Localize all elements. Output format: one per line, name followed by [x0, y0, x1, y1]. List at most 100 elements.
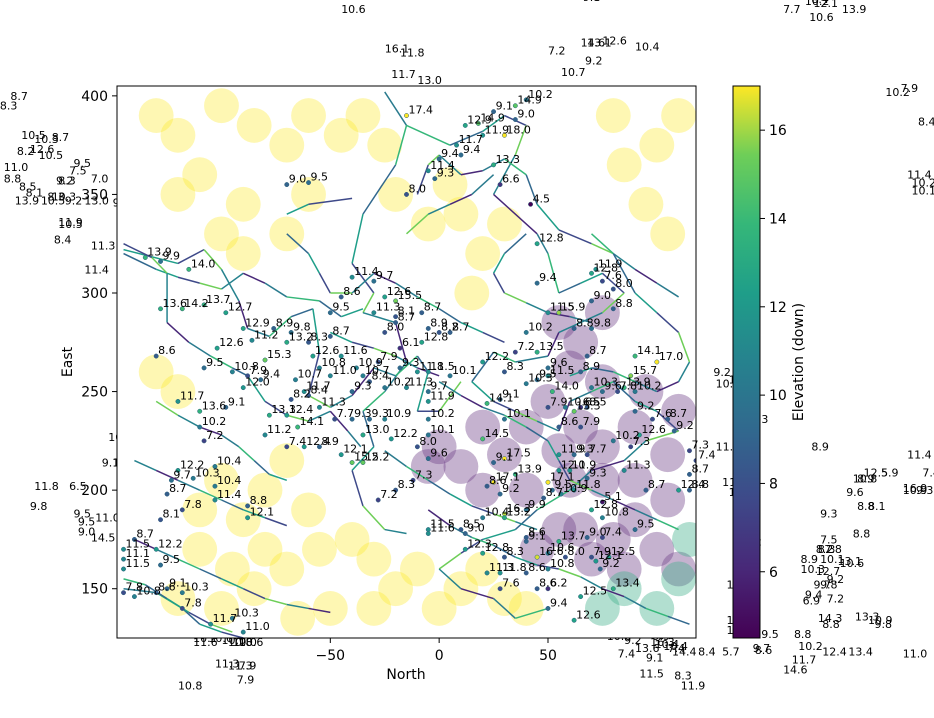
- node-label: 10.7: [297, 368, 322, 381]
- node-label: 12.2: [158, 537, 183, 550]
- overflow-label: 14.4: [672, 646, 697, 659]
- edge: [406, 124, 451, 146]
- edge: [188, 611, 211, 625]
- edge: [166, 322, 190, 343]
- zone-high: [182, 492, 218, 528]
- edge: [134, 459, 157, 472]
- overflow-label: 12.1: [814, 0, 839, 10]
- edge: [308, 394, 331, 409]
- edge: [232, 367, 248, 377]
- node-point: [545, 404, 551, 410]
- overflow-label: 7.4: [618, 648, 636, 661]
- node-point: [523, 329, 529, 335]
- overflow-label: 10.6: [840, 557, 865, 570]
- node-label: 14.5: [485, 427, 510, 440]
- edge: [220, 268, 240, 302]
- node-point: [212, 464, 218, 469]
- edge: [525, 302, 549, 314]
- edge: [347, 430, 362, 448]
- node-label: 9.9: [163, 249, 181, 262]
- edge: [384, 450, 407, 468]
- node-point: [606, 554, 612, 560]
- node-label: 13.4: [615, 577, 640, 590]
- node-point: [484, 483, 490, 489]
- zone-high: [399, 551, 435, 587]
- node-label: 8.6: [561, 415, 579, 428]
- edge: [514, 125, 527, 156]
- overflow-label: 11.7: [391, 68, 416, 81]
- overflow-label: 8.1: [26, 186, 44, 199]
- edge: [199, 568, 222, 580]
- node-point: [534, 241, 540, 247]
- node-label: 10.4: [485, 506, 510, 519]
- edge: [416, 371, 429, 412]
- node-point: [628, 444, 634, 450]
- node-label: 9.3: [371, 407, 389, 420]
- node-label: 18.0: [506, 123, 531, 136]
- node-label: 12.1: [343, 443, 368, 456]
- edge: [591, 459, 625, 472]
- node-point: [316, 444, 322, 450]
- node-point: [186, 266, 192, 272]
- zone-high: [378, 177, 414, 212]
- node-point: [288, 397, 294, 402]
- zone-high: [204, 591, 239, 626]
- overflow-label: 10.1: [820, 553, 845, 566]
- node-label: 12.8: [594, 498, 619, 511]
- overflow-label: 11.0: [4, 161, 29, 174]
- edge: [634, 400, 658, 412]
- node-point: [425, 531, 431, 536]
- node-label: 6.1: [402, 336, 420, 349]
- node-label: 11.7: [459, 133, 484, 146]
- edge: [221, 434, 240, 448]
- network-edges: [123, 91, 691, 638]
- node-label: 7.8: [620, 380, 638, 393]
- node-point: [327, 333, 333, 339]
- edge: [384, 361, 408, 393]
- node-label: 11.0: [332, 364, 357, 377]
- node-point: [382, 416, 388, 422]
- node-label: 15.2: [354, 451, 379, 464]
- node-point: [454, 142, 460, 148]
- node-point: [687, 471, 692, 477]
- node-point: [632, 408, 638, 414]
- node-label: 10.4: [217, 474, 242, 487]
- node-label: 11.5: [430, 518, 455, 531]
- zone-high: [639, 127, 675, 163]
- edge: [558, 568, 581, 578]
- edge: [569, 469, 593, 491]
- node-label: 8.6: [539, 577, 557, 590]
- edge: [351, 341, 375, 349]
- edge: [264, 597, 287, 606]
- node-label: 13.9: [626, 376, 651, 389]
- overflow-label: 9.2: [56, 175, 73, 188]
- node-label: 11.2: [254, 328, 279, 341]
- edge: [634, 509, 658, 521]
- node-point: [447, 329, 453, 335]
- edge: [623, 595, 647, 610]
- node-label: 17.5: [506, 447, 531, 460]
- overflow-label: 7.2: [548, 44, 566, 57]
- edge: [493, 351, 516, 363]
- edge: [612, 253, 636, 294]
- edge: [525, 426, 549, 442]
- node-label: 14.0: [554, 380, 579, 393]
- edge: [634, 381, 658, 393]
- edge: [612, 381, 636, 402]
- edge: [504, 158, 527, 176]
- overflow-label: 7.7: [783, 3, 801, 16]
- node-point: [628, 373, 634, 379]
- overflow-label: 13.9: [15, 194, 40, 207]
- overflow-label: 14.6: [581, 37, 606, 50]
- edge: [493, 193, 538, 235]
- zone-high: [356, 541, 392, 577]
- node-label: 7.6: [604, 269, 622, 282]
- node-point: [502, 554, 507, 560]
- overflow-label: 11.9: [58, 216, 83, 229]
- node-point: [382, 294, 388, 300]
- node-label: 11.3: [626, 458, 651, 471]
- edge: [373, 347, 396, 357]
- edge: [188, 341, 211, 357]
- node-point: [410, 477, 416, 483]
- node-label: 5.1: [604, 490, 622, 503]
